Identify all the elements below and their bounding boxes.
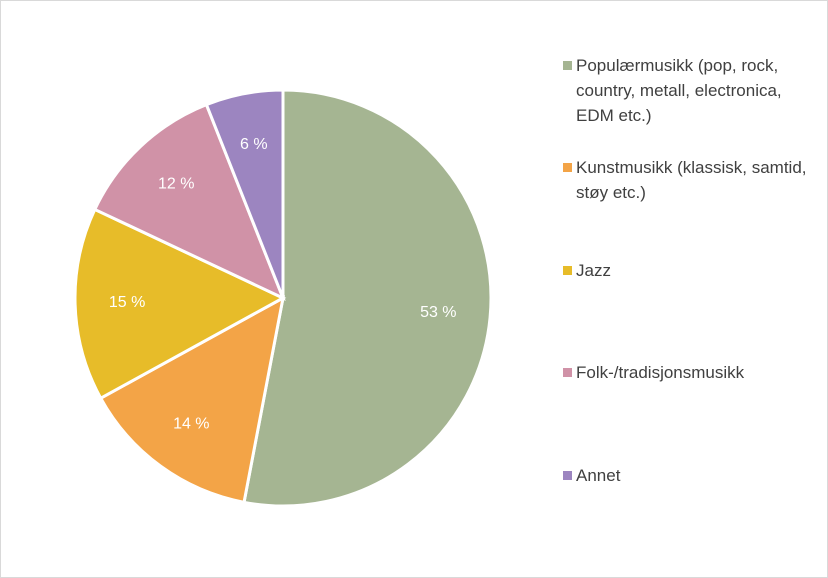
legend-swatch: [563, 368, 572, 377]
legend-item: Folk-/tradisjonsmusikk: [563, 360, 823, 385]
data-label: 12 %: [158, 175, 194, 192]
pie-slice: [204, 88, 285, 299]
data-label: 14 %: [173, 415, 209, 432]
legend-swatch: [563, 61, 572, 70]
pie-slice: [242, 88, 493, 508]
legend-label: Jazz: [576, 261, 611, 280]
legend-item: Jazz: [563, 258, 823, 283]
legend-swatch: [563, 266, 572, 275]
pie-slice: [98, 295, 286, 505]
pie-slice: [92, 102, 286, 301]
legend-label: Annet: [576, 466, 621, 485]
legend-item: Annet: [563, 463, 823, 488]
legend-item: Populærmusikk (pop, rock, country, metal…: [563, 53, 823, 128]
data-label: 15 %: [109, 294, 145, 311]
legend-label: Populærmusikk (pop, rock, country, metal…: [576, 56, 782, 125]
data-label: 53 %: [420, 304, 456, 321]
legend-label: Folk-/tradisjonsmusikk: [576, 363, 745, 382]
pie-slice: [73, 207, 287, 401]
data-label: 6 %: [240, 136, 268, 153]
legend-label: Kunstmusikk (klassisk, samtid, støy etc.…: [576, 158, 807, 202]
legend-item: Kunstmusikk (klassisk, samtid, støy etc.…: [563, 155, 823, 205]
legend-swatch: [563, 163, 572, 172]
legend-swatch: [563, 471, 572, 480]
